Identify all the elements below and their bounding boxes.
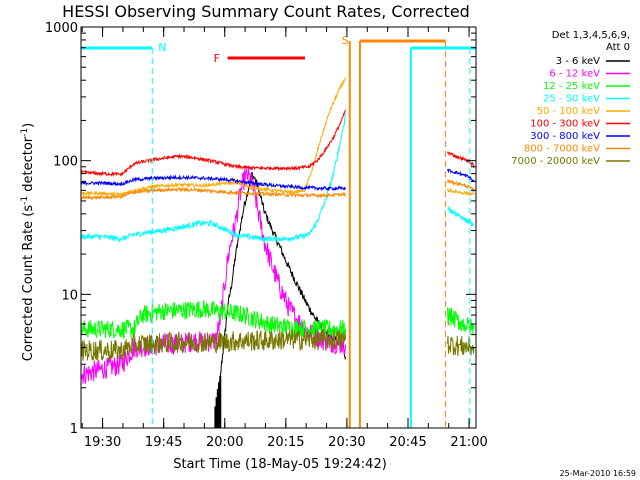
legend-label-5: 100 - 300 keV — [530, 119, 600, 130]
y-label-sup1: -1 — [20, 196, 30, 205]
x-tick-label-3: 20:15 — [267, 435, 304, 450]
plot-area: N F S — [80, 34, 476, 428]
legend-label-6: 300 - 800 keV — [530, 131, 600, 142]
legend-label-2: 12 - 25 keV — [543, 81, 600, 92]
night-label: N — [158, 41, 166, 54]
x-tick-label-2: 20:00 — [206, 435, 243, 450]
series-line-2 — [80, 300, 347, 340]
y-tick-label-0: 1 — [70, 422, 78, 437]
saa-label: S — [342, 34, 349, 47]
series-line-5 — [80, 109, 347, 177]
y-tick-label-2: 100 — [53, 155, 78, 170]
x-axis-label: Start Time (18-May-05 19:24:42) — [173, 457, 387, 472]
y-label-mid: detector — [21, 136, 36, 196]
x-tick-label-0: 19:30 — [84, 435, 121, 450]
y-label-main: Corrected Count Rate (s — [21, 205, 36, 362]
legend-label-1: 6 - 12 keV — [549, 69, 600, 80]
legend-header-line-1: Att 0 — [606, 42, 630, 53]
series-line-7 — [80, 186, 347, 201]
legend-label-4: 50 - 100 keV — [537, 106, 601, 117]
y-tick-label-3: 1000 — [45, 21, 78, 36]
x-tick-label-4: 20:30 — [328, 435, 365, 450]
legend: Det 1,3,4,5,6,9,Att 0 3 - 6 keV 6 - 12 keV… — [511, 30, 630, 167]
x-tick-label-1: 19:45 — [145, 435, 182, 450]
series-line-3 — [80, 114, 347, 243]
y-label-end: ) — [21, 123, 36, 128]
series-line-4 — [80, 77, 347, 197]
series-line-6 — [80, 174, 347, 192]
series-line-8 — [80, 328, 347, 361]
chart-title: HESSI Observing Summary Count Rates, Cor… — [62, 2, 470, 21]
plot-frame — [80, 26, 477, 429]
y-axis-label: Corrected Count Rate (s-1 detector-1) — [20, 123, 36, 361]
y-label-sup2: -1 — [20, 128, 30, 137]
legend-label-7: 800 - 7000 keV — [524, 144, 600, 155]
series-line-0 — [214, 172, 347, 427]
late-series-line-2 — [447, 178, 475, 194]
legend-label-8: 7000 - 20000 keV — [511, 156, 600, 167]
legend-label-3: 25 - 50 keV — [543, 94, 600, 105]
axes: 1 10 100 1000 19:30 19:45 20:00 20:15 20:30 20:45… — [45, 21, 488, 450]
legend-header-line-0: Det 1,3,4,5,6,9, — [552, 30, 630, 41]
x-tick-label-5: 20:45 — [389, 435, 426, 450]
late-series-line-6 — [447, 335, 475, 357]
legend-label-0: 3 - 6 keV — [556, 56, 600, 67]
y-axis-label-text: Corrected Count Rate (s-1 detector-1) — [20, 123, 36, 361]
footer-timestamp: 25-Mar-2010 16:59 — [560, 469, 637, 478]
y-tick-label-1: 10 — [61, 288, 78, 303]
series-line-1 — [80, 166, 347, 384]
x-tick-label-6: 21:00 — [450, 435, 487, 450]
flare-label: F — [214, 52, 220, 65]
